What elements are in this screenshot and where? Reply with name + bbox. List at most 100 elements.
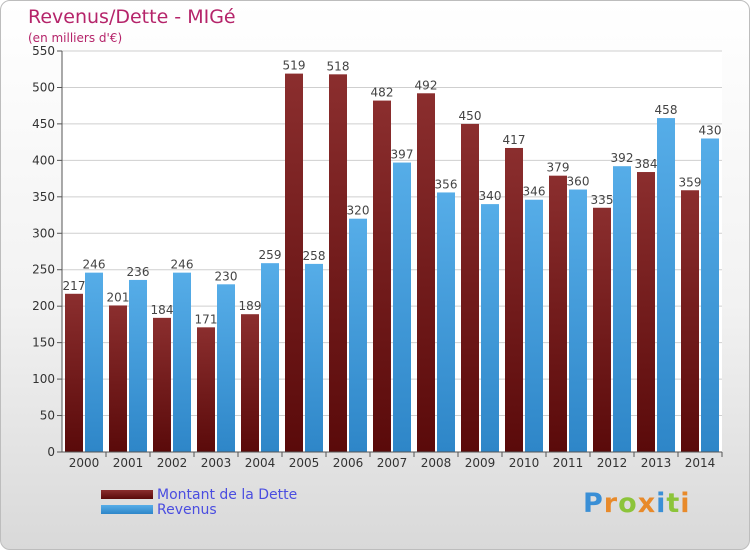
data-label-debt: 518 (327, 59, 350, 73)
proxiti-logo: Proxiti (583, 488, 691, 519)
legend-label-revenue: Revenus (157, 501, 217, 518)
bar-revenue (393, 162, 411, 452)
legend-label-debt: Montant de la Dette (157, 486, 298, 503)
data-label-debt: 184 (151, 303, 174, 317)
y-tick-label: 500 (32, 80, 55, 94)
x-tick-label: 2012 (597, 456, 628, 470)
y-tick-label: 150 (32, 336, 55, 350)
bar-debt (637, 172, 655, 452)
bar-revenue (261, 263, 279, 452)
x-tick-label: 2000 (69, 456, 100, 470)
data-label-debt: 171 (195, 312, 218, 326)
bar-debt (329, 74, 347, 453)
x-tick-label: 2002 (157, 456, 188, 470)
legend-swatch-debt (101, 490, 153, 499)
data-label-debt: 335 (591, 193, 614, 207)
data-label-revenue: 430 (699, 123, 722, 137)
bar-debt (197, 327, 215, 452)
bar-debt (681, 190, 699, 453)
bar-revenue (569, 189, 587, 452)
data-label-debt: 384 (635, 157, 658, 171)
bar-revenue (525, 199, 543, 452)
data-label-debt: 450 (459, 109, 482, 123)
bar-revenue (481, 204, 499, 452)
bar-revenue (173, 272, 191, 452)
bar-debt (241, 314, 259, 452)
x-tick-label: 2007 (377, 456, 408, 470)
y-tick-label: 50 (40, 409, 55, 423)
legend-item-debt: Montant de la Dette (101, 486, 298, 503)
y-tick-label: 100 (32, 372, 55, 386)
data-label-revenue: 236 (127, 265, 150, 279)
y-tick-label: 0 (47, 445, 55, 459)
bar-revenue (349, 218, 367, 452)
data-label-revenue: 392 (611, 151, 634, 165)
y-tick-label: 400 (32, 153, 55, 167)
legend-item-revenue: Revenus (101, 501, 297, 518)
data-label-revenue: 246 (83, 258, 106, 272)
x-tick-label: 2001 (113, 456, 144, 470)
legend-swatch-revenue (101, 505, 153, 514)
data-label-debt: 417 (503, 133, 526, 147)
y-tick-label: 450 (32, 117, 55, 131)
bar-debt (593, 207, 611, 452)
legend: Montant de la Dette Revenus (101, 486, 298, 518)
chart-title: Revenus/Dette - MIGé (28, 6, 236, 28)
x-tick-label: 2009 (465, 456, 496, 470)
data-label-revenue: 458 (655, 103, 678, 117)
bar-debt (505, 147, 523, 452)
x-tick-label: 2014 (685, 456, 716, 470)
bar-debt (417, 93, 435, 453)
x-tick-label: 2008 (421, 456, 452, 470)
data-label-revenue: 230 (215, 269, 238, 283)
bar-revenue (217, 284, 235, 452)
chart-subtitle: (en milliers d'€) (28, 31, 123, 45)
data-label-debt: 379 (547, 161, 570, 175)
x-tick-label: 2003 (201, 456, 232, 470)
bar-debt (549, 175, 567, 452)
bar-debt (373, 100, 391, 452)
x-tick-label: 2011 (553, 456, 584, 470)
bar-revenue (613, 166, 631, 453)
data-label-debt: 201 (107, 290, 130, 304)
bar-debt (109, 305, 127, 452)
data-label-debt: 359 (679, 175, 702, 189)
data-label-revenue: 259 (259, 248, 282, 262)
data-label-revenue: 246 (171, 258, 194, 272)
y-tick-label: 200 (32, 299, 55, 313)
bar-revenue (85, 272, 103, 452)
x-tick-label: 2006 (333, 456, 364, 470)
x-tick-label: 2013 (641, 456, 672, 470)
bar-debt (285, 73, 303, 453)
x-tick-label: 2010 (509, 456, 540, 470)
data-label-debt: 217 (63, 279, 86, 293)
bar-debt (461, 123, 479, 452)
bar-debt (153, 317, 171, 452)
data-label-debt: 519 (283, 59, 306, 73)
y-tick-label: 250 (32, 263, 55, 277)
bar-revenue (701, 138, 719, 452)
y-tick-label: 350 (32, 190, 55, 204)
y-tick-label: 550 (32, 44, 55, 58)
bar-revenue (305, 263, 323, 452)
bar-debt (65, 293, 83, 452)
data-label-revenue: 346 (523, 185, 546, 199)
x-tick-label: 2004 (245, 456, 276, 470)
data-label-revenue: 356 (435, 177, 458, 191)
data-label-debt: 482 (371, 86, 394, 100)
y-tick-label: 300 (32, 226, 55, 240)
data-label-revenue: 340 (479, 189, 502, 203)
bar-revenue (129, 279, 147, 452)
data-label-revenue: 320 (347, 204, 370, 218)
bar-revenue (437, 192, 455, 452)
data-label-revenue: 397 (391, 148, 414, 162)
data-label-debt: 492 (415, 78, 438, 92)
data-label-revenue: 258 (303, 249, 326, 263)
plot-background (62, 51, 722, 452)
bar-revenue (657, 118, 675, 453)
data-label-debt: 189 (239, 299, 262, 313)
data-label-revenue: 360 (567, 175, 590, 189)
x-tick-label: 2005 (289, 456, 320, 470)
